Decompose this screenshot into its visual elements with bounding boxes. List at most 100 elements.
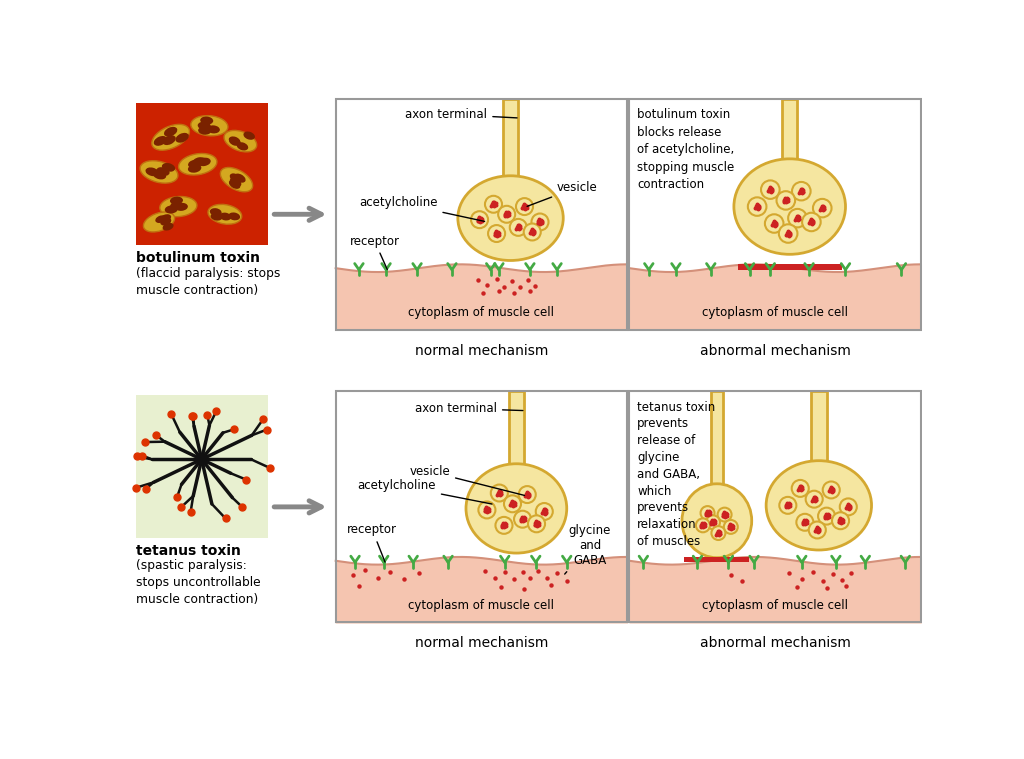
Circle shape [792, 182, 811, 200]
Circle shape [528, 515, 545, 532]
Ellipse shape [220, 168, 253, 192]
Circle shape [809, 521, 825, 538]
Circle shape [833, 512, 849, 529]
Bar [136, 395, 267, 537]
FancyBboxPatch shape [503, 99, 518, 176]
Circle shape [523, 223, 541, 241]
Circle shape [516, 198, 534, 215]
Text: cytoplasm of muscle cell: cytoplasm of muscle cell [409, 599, 554, 612]
Text: vesicle: vesicle [527, 181, 598, 206]
Bar [336, 392, 627, 622]
Circle shape [519, 486, 536, 503]
Bar [630, 392, 921, 622]
Ellipse shape [229, 178, 242, 187]
Text: vesicle: vesicle [410, 465, 524, 496]
Circle shape [712, 526, 725, 540]
Ellipse shape [140, 161, 178, 183]
Bar [336, 392, 627, 622]
Circle shape [536, 503, 553, 520]
Circle shape [724, 520, 737, 534]
Ellipse shape [199, 127, 211, 134]
Circle shape [761, 181, 779, 199]
Circle shape [806, 491, 822, 508]
Ellipse shape [165, 206, 178, 213]
Bar [630, 99, 921, 329]
Bar [336, 99, 627, 329]
Text: abnormal mechanism: abnormal mechanism [699, 344, 851, 357]
Text: cytoplasm of muscle cell: cytoplasm of muscle cell [702, 307, 848, 320]
Ellipse shape [160, 214, 171, 222]
Circle shape [748, 197, 766, 216]
Ellipse shape [237, 142, 248, 150]
Bar [630, 392, 921, 622]
Ellipse shape [219, 213, 231, 220]
Ellipse shape [228, 137, 241, 145]
Text: receptor: receptor [349, 235, 399, 269]
Ellipse shape [156, 216, 166, 223]
Text: botulinum toxin
blocks release
of acetylcholine,
stopping muscle
contraction: botulinum toxin blocks release of acetyl… [637, 108, 734, 191]
Ellipse shape [175, 133, 188, 143]
Ellipse shape [143, 212, 175, 232]
Ellipse shape [210, 208, 221, 216]
Ellipse shape [234, 174, 246, 183]
Ellipse shape [766, 461, 871, 550]
Text: abnormal mechanism: abnormal mechanism [699, 636, 851, 650]
FancyBboxPatch shape [711, 392, 723, 483]
Ellipse shape [466, 464, 566, 553]
Text: axon terminal: axon terminal [415, 402, 523, 415]
Text: normal mechanism: normal mechanism [415, 636, 548, 650]
Ellipse shape [175, 203, 187, 211]
Text: tetanus toxin
prevents
release of
glycine
and GABA,
which
prevents
relaxation
of: tetanus toxin prevents release of glycin… [637, 401, 716, 548]
Circle shape [700, 506, 715, 520]
Ellipse shape [153, 171, 166, 179]
Text: receptor: receptor [347, 524, 397, 562]
Circle shape [718, 508, 731, 521]
Ellipse shape [170, 197, 183, 205]
Circle shape [792, 480, 809, 497]
Text: normal mechanism: normal mechanism [415, 344, 548, 357]
Ellipse shape [164, 127, 177, 137]
Text: tetanus toxin: tetanus toxin [136, 544, 241, 558]
FancyBboxPatch shape [811, 392, 826, 461]
Ellipse shape [162, 163, 175, 172]
Circle shape [706, 515, 720, 529]
Text: cytoplasm of muscle cell: cytoplasm of muscle cell [409, 307, 554, 320]
Circle shape [510, 219, 526, 236]
Ellipse shape [160, 197, 197, 216]
Ellipse shape [458, 176, 563, 260]
FancyBboxPatch shape [737, 264, 842, 269]
Text: glycine
and
GABA: glycine and GABA [564, 524, 611, 574]
Ellipse shape [208, 204, 242, 224]
Ellipse shape [161, 218, 171, 225]
Bar [630, 99, 921, 329]
Ellipse shape [193, 157, 206, 165]
Circle shape [813, 199, 831, 217]
Ellipse shape [198, 121, 211, 130]
Ellipse shape [178, 153, 217, 175]
Circle shape [478, 502, 496, 518]
Circle shape [485, 196, 502, 213]
Ellipse shape [682, 483, 752, 558]
Text: cytoplasm of muscle cell: cytoplasm of muscle cell [702, 599, 848, 612]
Text: (spastic paralysis:
stops uncontrollable
muscle contraction): (spastic paralysis: stops uncontrollable… [136, 559, 260, 606]
Ellipse shape [152, 124, 189, 150]
Circle shape [496, 517, 512, 534]
Bar [336, 99, 627, 329]
Text: axon terminal: axon terminal [406, 108, 517, 121]
Text: (flaccid paralysis: stops
muscle contraction): (flaccid paralysis: stops muscle contrac… [136, 266, 281, 297]
Text: acetylcholine: acetylcholine [359, 197, 484, 222]
Circle shape [840, 499, 857, 515]
Circle shape [779, 497, 797, 514]
Circle shape [788, 209, 807, 228]
Bar [136, 102, 267, 245]
Ellipse shape [734, 159, 846, 254]
Ellipse shape [198, 158, 211, 166]
Circle shape [490, 484, 508, 502]
Ellipse shape [244, 131, 255, 140]
Circle shape [779, 225, 798, 243]
Ellipse shape [207, 125, 220, 134]
Ellipse shape [157, 167, 170, 176]
Ellipse shape [163, 223, 174, 231]
FancyBboxPatch shape [509, 392, 524, 464]
Ellipse shape [224, 131, 257, 152]
